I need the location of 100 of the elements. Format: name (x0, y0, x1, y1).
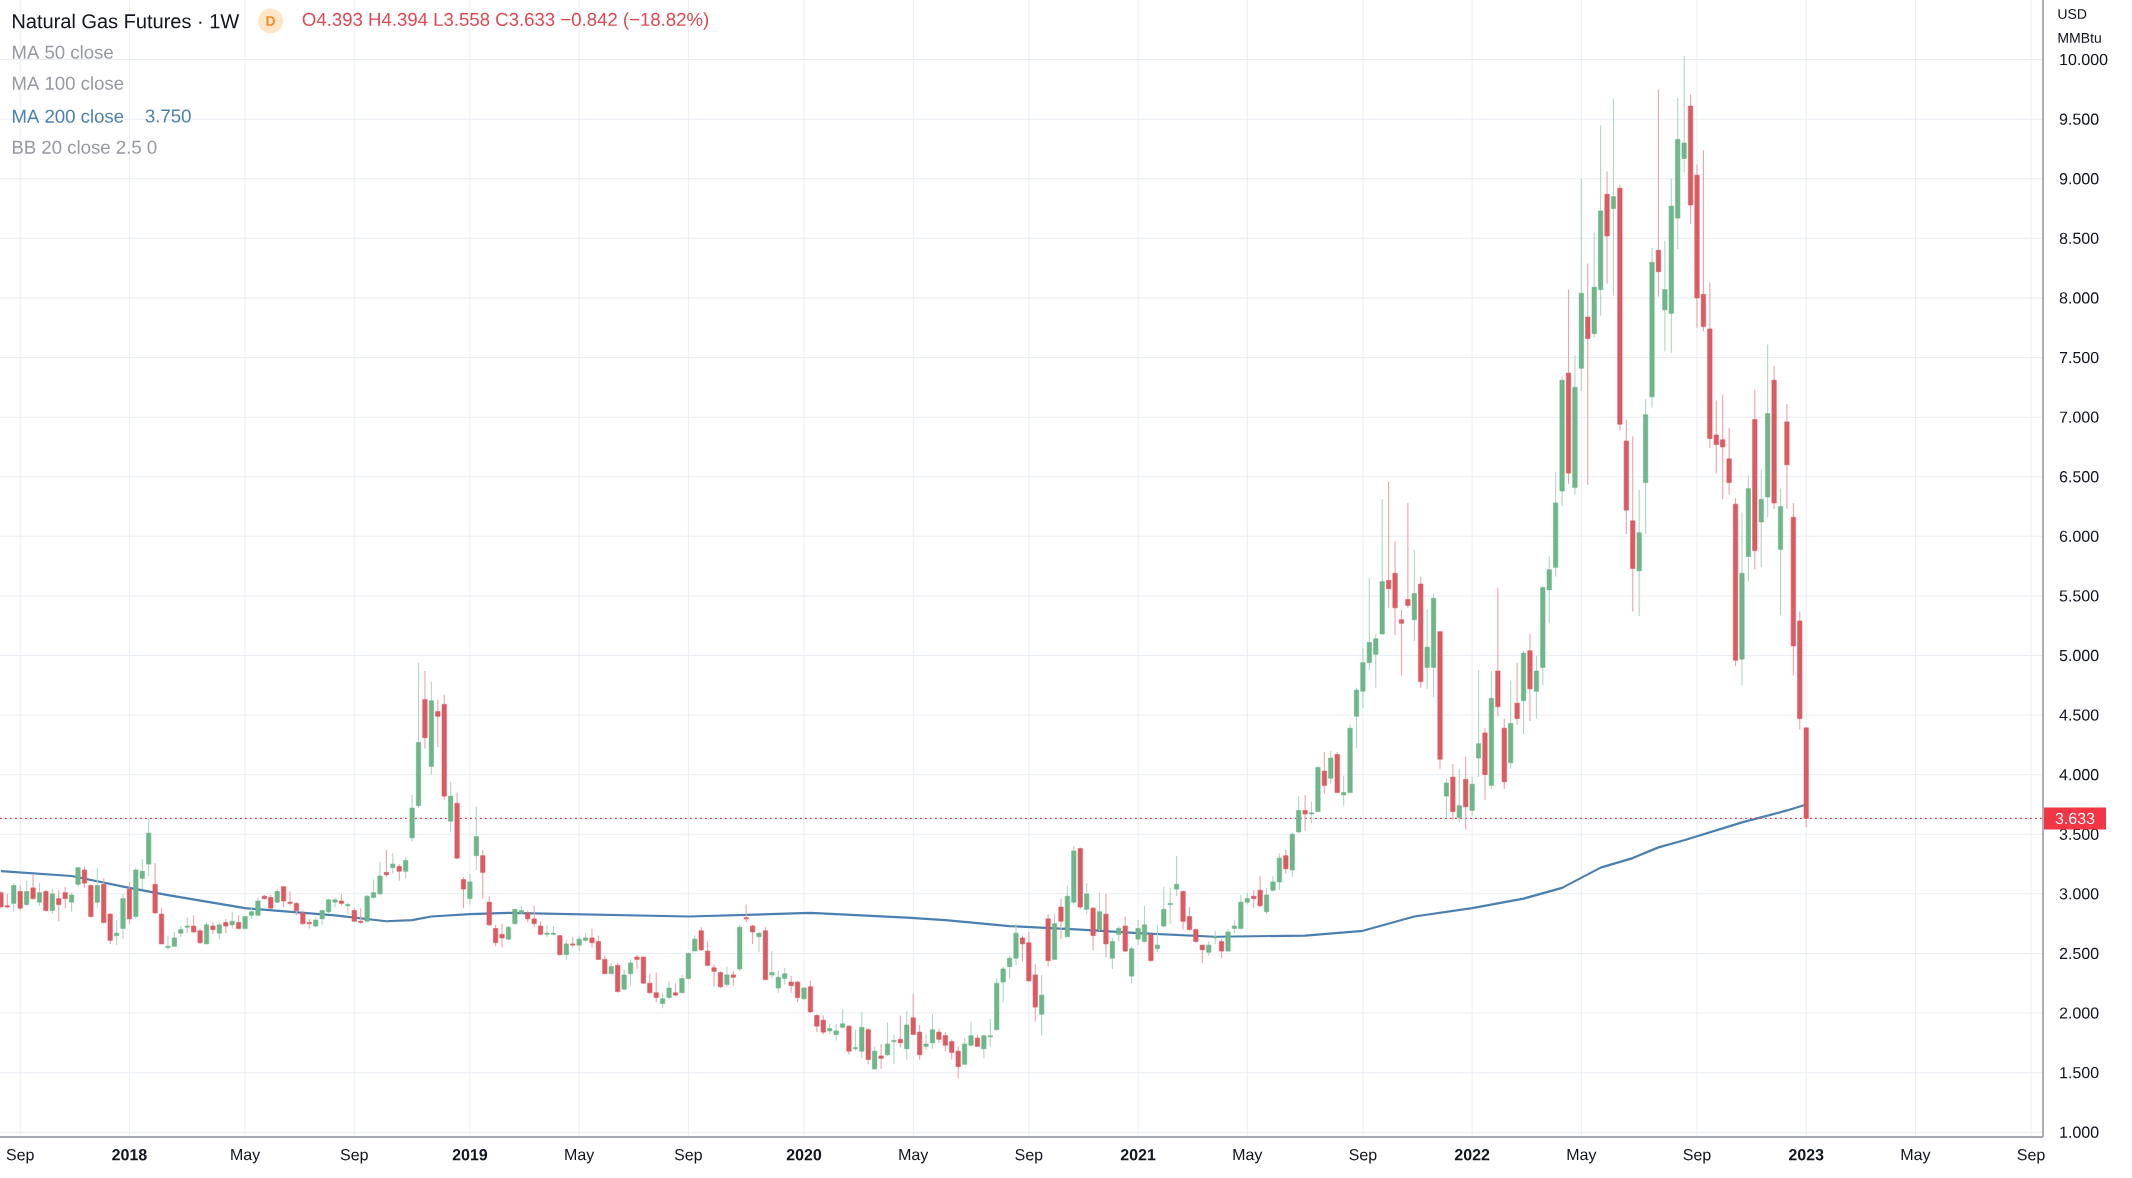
candlestick (114, 919, 120, 946)
candlestick (17, 884, 23, 912)
candlestick (1514, 662, 1520, 726)
candlestick (756, 931, 762, 953)
candlestick (403, 856, 409, 879)
candlestick (390, 852, 396, 875)
candlestick (724, 966, 730, 988)
text: MMBtu (2058, 33, 2101, 43)
x-tick-label: Sep (2017, 1149, 2045, 1164)
candlestick (30, 874, 36, 901)
text: Natural Gas Futures · 1W (13, 13, 240, 29)
x-tick-label: May (565, 1149, 595, 1164)
candlestick (878, 1043, 884, 1070)
x-tick-label: 2019 (452, 1149, 488, 1161)
candlestick (1443, 777, 1449, 819)
text: USD (2058, 9, 2087, 19)
candlestick (897, 1014, 903, 1049)
candlestick (460, 876, 466, 909)
candlestick (923, 1033, 929, 1051)
candlestick (563, 939, 569, 960)
x-tick-label: 2018 (112, 1149, 147, 1161)
candlestick (1405, 502, 1411, 609)
candlestick (345, 901, 351, 915)
y-tick-label: 2.000 (2059, 1007, 2099, 1019)
annotation: D (266, 16, 275, 26)
candlestick (1533, 654, 1539, 720)
candlestick (480, 849, 486, 900)
y-tick-label: 3.000 (2059, 888, 2099, 900)
candlestick (486, 895, 492, 927)
candlestick (94, 867, 100, 909)
candlestick (1328, 750, 1334, 785)
y-tick-label: 6.000 (2059, 530, 2099, 542)
candlestick (1109, 937, 1115, 970)
y-tick-label: 8.000 (2059, 292, 2099, 304)
candlestick (769, 950, 775, 980)
y-tick-label: 5.000 (2059, 649, 2099, 662)
y-tick-label: 6.500 (2059, 471, 2099, 483)
x-tick-label: Sep (674, 1149, 702, 1164)
y-tick-label: 9.500 (2059, 113, 2099, 125)
candlestick (11, 882, 17, 913)
y-tick-label: 8.500 (2059, 232, 2099, 245)
x-tick-label: May (1567, 1149, 1597, 1164)
ref-line-label: 3.633 (2055, 812, 2095, 825)
candlestick (1167, 887, 1173, 925)
candlestick (1000, 966, 1006, 1003)
candlestick (467, 873, 473, 906)
candlestick (872, 1045, 878, 1070)
candlestick (1302, 794, 1308, 832)
y-tick-label: 7.000 (2059, 411, 2099, 423)
y-tick-label: 7.500 (2059, 351, 2099, 364)
candlestick (1219, 938, 1225, 959)
x-tick-label: 2021 (1120, 1149, 1156, 1161)
candlestick (1283, 849, 1289, 875)
candlestick (1456, 768, 1462, 823)
candlestick (204, 921, 210, 945)
candlestick (904, 1010, 910, 1061)
x-tick-label: 2022 (1454, 1149, 1490, 1161)
candlestick (1161, 886, 1167, 928)
y-tick-label: 1.500 (2060, 1066, 2099, 1079)
candlestick (1476, 669, 1482, 778)
candlestick (929, 1013, 935, 1050)
candlestick (1154, 924, 1160, 953)
candlestick (1321, 751, 1327, 795)
candlestick (281, 886, 287, 908)
y-tick-label: 2.500 (2059, 947, 2099, 960)
candlestick (1264, 887, 1270, 915)
x-tick-label: 2020 (786, 1149, 822, 1161)
annotation: BB 20 close 2.5 0 (12, 140, 157, 154)
candlestick (1655, 88, 1661, 298)
candlestick (1084, 882, 1090, 915)
candlestick (1398, 609, 1404, 677)
candlestick (473, 806, 479, 871)
candlestick (1039, 974, 1045, 1037)
candlestick (1097, 892, 1103, 932)
x-tick-label: May (1901, 1149, 1931, 1164)
text: MA 200 close (12, 109, 124, 123)
candlestick (1309, 801, 1315, 825)
x-tick-label: Sep (1349, 1149, 1377, 1164)
x-tick-label: May (1233, 1149, 1263, 1164)
y-tick-label: 3.500 (2059, 828, 2099, 840)
candlestick (1058, 898, 1064, 940)
candlestick (1758, 469, 1764, 568)
candlestick (1225, 927, 1231, 952)
x-tick-label: Sep (1015, 1149, 1043, 1164)
x-tick-label: Sep (340, 1149, 368, 1164)
candlestick (628, 958, 634, 987)
candlestick (81, 865, 87, 889)
y-tick-label: 1.000 (2060, 1126, 2099, 1138)
annotation: MA 100 close (12, 76, 124, 90)
x-tick-label: Sep (1683, 1149, 1711, 1164)
candlestick (557, 935, 563, 957)
annotation: MA 50 close (12, 45, 113, 59)
y-tick-label: 4.000 (2059, 769, 2099, 781)
x-tick-label: May (899, 1149, 929, 1164)
candlestick (840, 1008, 846, 1030)
candlestick (36, 882, 42, 907)
candlestick (69, 892, 75, 913)
candlestick (1296, 795, 1302, 834)
y-tick-label: 9.000 (2059, 173, 2099, 185)
candlestick (75, 867, 81, 888)
